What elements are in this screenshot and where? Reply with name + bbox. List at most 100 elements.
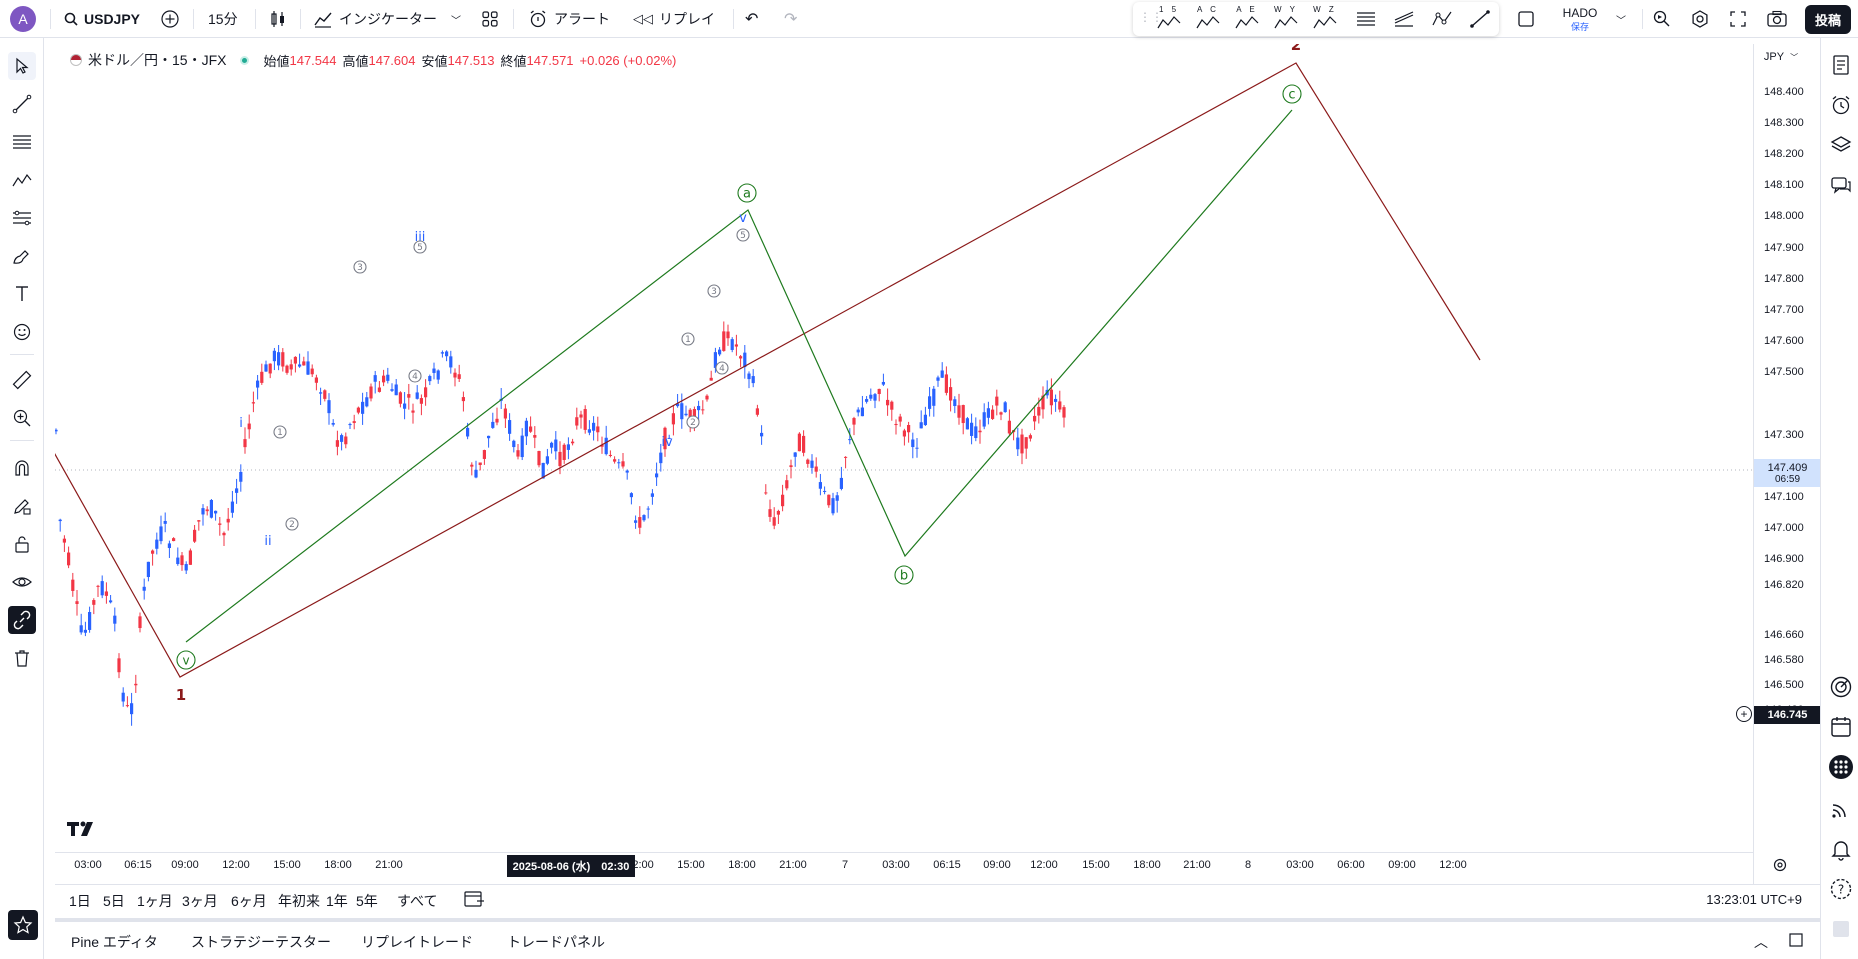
- eye-icon[interactable]: [8, 568, 36, 596]
- notifications-bell-icon[interactable]: [1828, 836, 1854, 862]
- text-tool-icon[interactable]: [8, 280, 36, 308]
- alert-button[interactable]: アラート: [528, 0, 610, 38]
- replay-button[interactable]: ◁◁ リプレイ: [633, 0, 715, 38]
- compare-add-button[interactable]: [160, 0, 180, 38]
- fib-retracement-tool-icon[interactable]: [8, 128, 36, 156]
- camera-icon[interactable]: [1766, 0, 1788, 38]
- candle-body: [92, 600, 96, 605]
- link-icon[interactable]: [8, 606, 36, 634]
- maximize-panel-icon[interactable]: [1788, 932, 1804, 953]
- range-button[interactable]: 1ヶ月: [137, 893, 173, 909]
- legend-title[interactable]: 米ドル／円・15・JFX: [88, 52, 227, 68]
- calendar-goto-icon[interactable]: [463, 889, 485, 914]
- bottom-tab[interactable]: ストラテジーテスター: [191, 934, 331, 950]
- fib-lines-icon[interactable]: [1355, 9, 1377, 29]
- calendar-icon[interactable]: [1828, 714, 1854, 740]
- currency-selector[interactable]: JPY ﹀: [1758, 46, 1804, 68]
- chart-pane[interactable]: 1 2 a b c v i ii iii iv v 1 2 3 4 5 1 2 3 4 5: [55, 44, 1753, 884]
- wave-tool-3[interactable]: W Y: [1272, 5, 1300, 33]
- range-button[interactable]: すべて: [397, 893, 438, 909]
- candle-body: [1037, 406, 1041, 416]
- trash-icon[interactable]: [8, 644, 36, 672]
- pattern-icon[interactable]: [1431, 9, 1453, 29]
- cursor-icon[interactable]: [8, 52, 36, 80]
- candle-body: [667, 437, 671, 439]
- user-avatar[interactable]: A: [10, 0, 36, 38]
- wave-tool-1[interactable]: A C: [1194, 5, 1222, 33]
- apps-grid-icon[interactable]: [1828, 754, 1854, 780]
- timezone-clock[interactable]: 13:23:01 UTC+9: [1706, 892, 1802, 907]
- fullscreen-icon[interactable]: [1728, 0, 1748, 38]
- interval-button[interactable]: 15分: [208, 11, 238, 27]
- add-price-plus-icon[interactable]: +: [1736, 706, 1752, 722]
- layers-icon[interactable]: [1828, 132, 1854, 158]
- drag-handle-icon[interactable]: ⋮⋮: [1139, 10, 1163, 24]
- range-button[interactable]: 1日: [69, 893, 91, 909]
- candle-body: [856, 409, 860, 413]
- target-icon[interactable]: [1828, 674, 1854, 700]
- wave-tool-0[interactable]: 1 5: [1155, 5, 1183, 33]
- bottom-tab[interactable]: リプレイトレード: [361, 934, 473, 950]
- chevron-down-icon[interactable]: ﹀: [451, 15, 461, 27]
- range-button[interactable]: 5年: [356, 893, 378, 909]
- lock-pencil-icon[interactable]: [8, 492, 36, 520]
- tradingview-logo: [67, 821, 93, 836]
- candle-body: [613, 459, 617, 462]
- brush-tool-icon[interactable]: [8, 242, 36, 270]
- sidebar-toggle-icon[interactable]: [1828, 916, 1854, 942]
- broadcast-icon[interactable]: [1828, 796, 1854, 822]
- undo-icon[interactable]: ↶: [745, 11, 759, 28]
- forecast-tool-icon[interactable]: [8, 204, 36, 232]
- right-sidebar: ?: [1820, 38, 1858, 959]
- candle-body: [428, 376, 432, 382]
- candle-body: [163, 520, 167, 524]
- range-button[interactable]: 6ヶ月: [231, 893, 267, 909]
- range-button[interactable]: 年初来: [278, 893, 320, 909]
- help-icon[interactable]: ?: [1828, 876, 1854, 902]
- layout-square-icon[interactable]: [1516, 0, 1536, 38]
- range-button[interactable]: 3ヶ月: [182, 893, 218, 909]
- candle-body: [482, 450, 486, 459]
- price-axis[interactable]: JPY ﹀ 148.400 148.300 148.200 148.100 148.000…: [1753, 44, 1821, 884]
- lock-icon[interactable]: [8, 530, 36, 558]
- favorites-star-icon[interactable]: [8, 910, 38, 940]
- bottom-tab[interactable]: Pine エディタ: [71, 934, 158, 950]
- elliott-wave-tool-icon[interactable]: [8, 166, 36, 194]
- market-status-dot-icon[interactable]: [240, 55, 250, 65]
- symbol-search-button[interactable]: USDJPY: [64, 0, 140, 38]
- trend-line-icon[interactable]: [1469, 9, 1491, 29]
- axis-settings-gear-icon[interactable]: [1772, 857, 1788, 878]
- collapse-chevron-up-icon[interactable]: ︿: [1754, 934, 1768, 950]
- emoji-tool-icon[interactable]: [8, 318, 36, 346]
- trend-line-tool-icon[interactable]: [8, 90, 36, 118]
- ruler-tool-icon[interactable]: [8, 366, 36, 394]
- wave-label-c-circle: [1282, 84, 1302, 104]
- wave-tool-2[interactable]: A E: [1233, 5, 1261, 33]
- chart-type-button[interactable]: [268, 0, 288, 38]
- bottom-tab[interactable]: トレードパネル: [507, 934, 605, 950]
- zoom-in-icon[interactable]: [8, 404, 36, 432]
- redo-icon[interactable]: ↷: [784, 11, 798, 28]
- magnet-icon[interactable]: [8, 454, 36, 482]
- range-button[interactable]: 5日: [103, 893, 125, 909]
- price-tick: 147.600: [1764, 335, 1804, 347]
- settings-gear-icon[interactable]: [1690, 0, 1710, 38]
- layout-chevron-down-icon[interactable]: ﹀: [1616, 15, 1626, 27]
- wave-tool-4[interactable]: W Z: [1311, 5, 1339, 33]
- publish-button[interactable]: 投稿: [1805, 0, 1852, 38]
- layout-name-button[interactable]: HADO 保存: [1558, 6, 1602, 33]
- time-axis[interactable]: 03:00 06:15 09:00 12:00 15:00 18:00 21:00 06:15…: [55, 852, 1753, 882]
- templates-button[interactable]: [481, 0, 499, 38]
- chat-icon[interactable]: [1828, 172, 1854, 198]
- time-tick: 09:00: [171, 859, 199, 871]
- watchlist-icon[interactable]: [1828, 52, 1854, 78]
- indicators-label: インジケーター: [339, 11, 437, 27]
- alerts-clock-icon[interactable]: [1828, 92, 1854, 118]
- fib-channel-icon[interactable]: [1393, 9, 1415, 29]
- candle-body: [352, 421, 356, 423]
- candle-body: [264, 364, 268, 372]
- range-button[interactable]: 1年: [326, 893, 348, 909]
- indicators-button[interactable]: インジケーター ﹀: [313, 0, 461, 38]
- quick-search-icon[interactable]: [1652, 0, 1672, 38]
